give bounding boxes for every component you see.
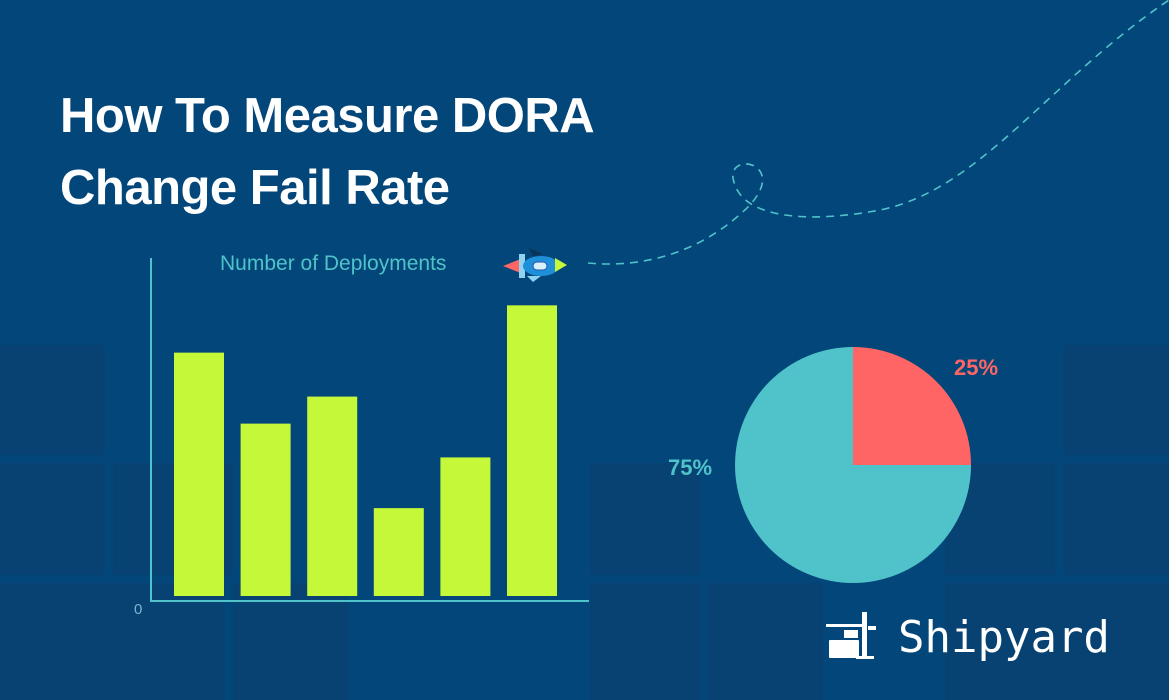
rocket-icon — [503, 248, 567, 282]
title-line-2: Change Fail Rate — [60, 161, 450, 215]
pie-label-success: 75% — [668, 455, 713, 480]
bar-1 — [174, 352, 224, 596]
bar-chart-title: Number of Deployments — [220, 252, 447, 275]
pie-label-fail: 25% — [954, 355, 999, 380]
bar-5 — [440, 457, 491, 596]
bar-3 — [307, 396, 358, 596]
bar-2 — [240, 423, 291, 596]
pie-slice-2 — [735, 347, 971, 583]
page-title: How To Measure DORA Change Fail Rate — [60, 80, 595, 224]
pie-slice-1 — [853, 347, 971, 465]
brand-logo-text: Shipyard — [898, 612, 1110, 663]
bar-6 — [507, 305, 557, 596]
dashed-flight-path — [587, 0, 1169, 265]
shipyard-crane-logo-icon — [826, 612, 876, 659]
title-line-1: How To Measure DORA — [60, 89, 595, 143]
bar-4 — [373, 508, 424, 596]
y-tick-0: 0 — [134, 601, 143, 618]
